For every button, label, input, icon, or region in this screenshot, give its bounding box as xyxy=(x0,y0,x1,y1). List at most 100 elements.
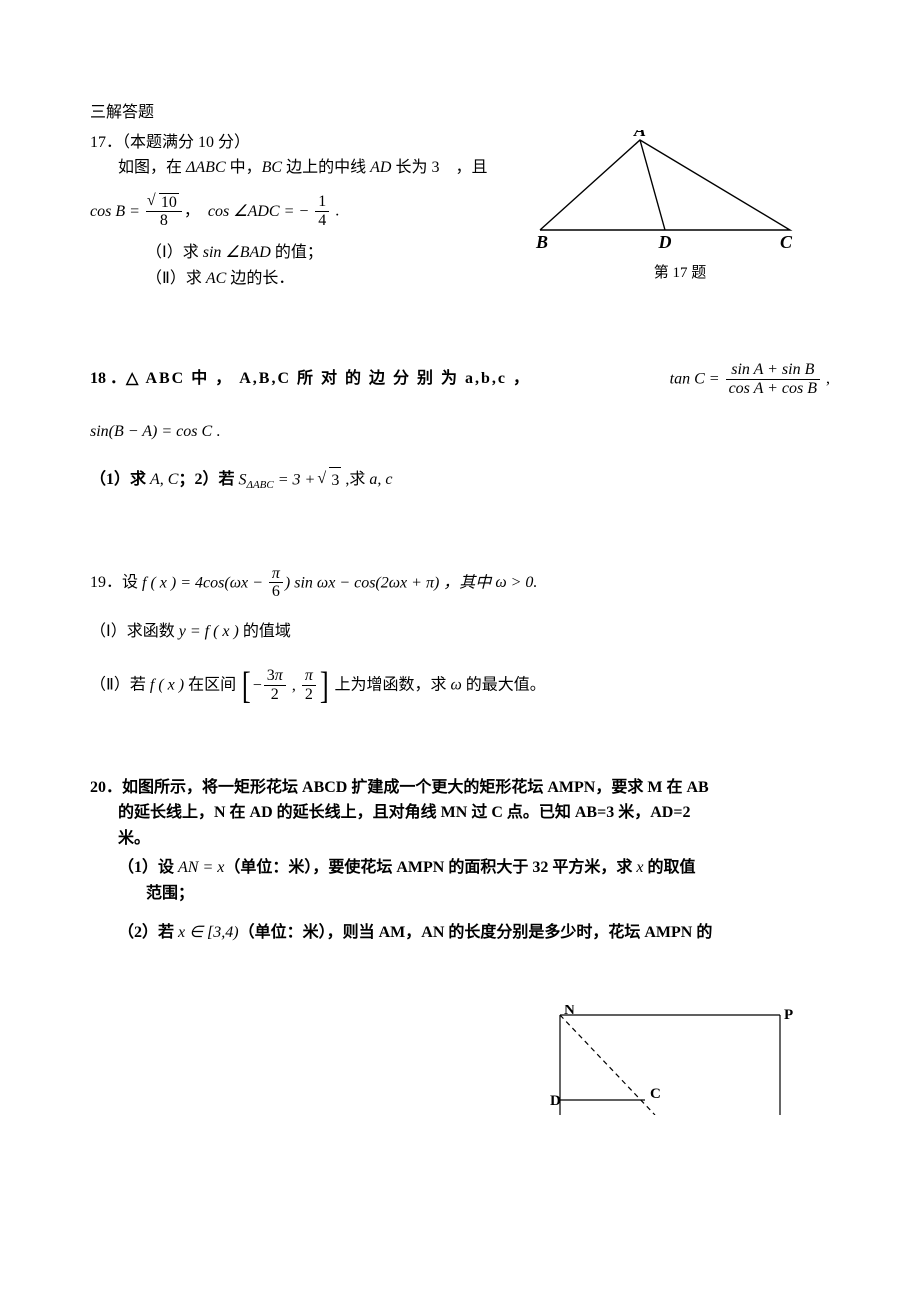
sin-bma: sin(B − A) = cos C xyxy=(90,423,212,440)
cosADC-num: 1 xyxy=(315,193,329,211)
vertex-b: B xyxy=(535,232,548,252)
tanC-den: cos A + cos B xyxy=(726,379,820,398)
rect-diagram: N P D C xyxy=(550,1005,800,1115)
p19-part2: （Ⅱ）若 f ( x ) 在区间 [−3π2 , π2] 上为增函数，求 ω 的… xyxy=(90,667,830,705)
problem-20: 20．如图所示，将一矩形花坛 ABCD 扩建成一个更大的矩形花坛 AMPN，要求… xyxy=(90,775,830,947)
int-hi: π2 xyxy=(302,667,316,703)
int-hi-num: π xyxy=(302,667,316,685)
p17-points-value: 10 xyxy=(198,134,214,151)
text: 长为 xyxy=(391,159,431,176)
f-mid: ) sin ωx − cos(2ωx + π) ，其中 xyxy=(285,574,495,591)
sin-bad: sin ∠BAD xyxy=(203,244,271,261)
tanC-frac: sin A + sin B cos A + cos B xyxy=(726,361,820,397)
cosB-num: 10 xyxy=(159,193,179,212)
cosADC-frac: 1 4 xyxy=(315,193,329,229)
text: （单位：米），要使花坛 AMPN 的面积大于 32 平方米，求 xyxy=(224,859,636,876)
text: 边上的中线 xyxy=(282,159,370,176)
p18-q1-label: （1）求 xyxy=(90,471,150,488)
text: 上为增函数，求 xyxy=(330,676,450,693)
text: ,求 xyxy=(341,471,369,488)
text: 设 xyxy=(122,573,142,590)
p18-questions: （1）求 A, C；2）若 SΔABC = 3 + 3 ,求 a, c xyxy=(90,467,830,495)
p19-stem: 19．设 f ( x ) = 4cos(ωx − π6) sin ωx − co… xyxy=(90,565,830,601)
p20-number: 20． xyxy=(90,779,122,796)
p17-stem-line1: 如图，在 ΔABC 中，BC 边上的中线 AD 长为 3 ，且 xyxy=(90,155,530,181)
x-in-interval: x ∈ [3,4) xyxy=(178,924,239,941)
int-low: 3π2 xyxy=(264,667,286,703)
p18-q1-sep: ；2）若 xyxy=(178,471,238,488)
p19-number: 19． xyxy=(90,573,122,590)
p20-q1-label: （1）设 xyxy=(118,859,178,876)
vertex-d2: D xyxy=(550,1093,561,1109)
ac-side: AC xyxy=(206,270,226,287)
section-title: 三解答题 xyxy=(90,100,830,126)
y-fx: y = f ( x ) xyxy=(179,623,239,640)
p17-part2: （Ⅱ）求 AC 边的长． xyxy=(90,266,530,292)
problem-18: 18 ．△ ABC 中 ， A,B,C 所 对 的 边 分 别 为 a,b,c … xyxy=(90,361,830,495)
s-eq: = 3 + xyxy=(274,471,320,488)
p17-part1-label: （Ⅰ）求 xyxy=(146,244,203,261)
omega-cond: ω > 0. xyxy=(495,573,537,590)
vertex-c: C xyxy=(780,232,793,252)
p20-q1-cont: 范围； xyxy=(90,881,830,907)
text: 如图，在 xyxy=(118,159,186,176)
period: . xyxy=(331,202,339,219)
text: 的值域 xyxy=(239,623,291,640)
text: 如图所示，将一矩形花坛 ABCD 扩建成一个更大的矩形花坛 AMPN，要求 M … xyxy=(122,779,709,796)
p18-number: 18 ． xyxy=(90,370,126,387)
triangle-diagram: A B D C xyxy=(530,130,810,255)
text: 在区间 xyxy=(184,676,240,693)
text: ，且 xyxy=(439,159,487,176)
f-lhs: f ( x ) = 4cos(ωx − xyxy=(142,574,267,591)
text: 的最大值。 xyxy=(462,676,546,693)
text: 的取值 xyxy=(643,859,695,876)
problem-17: 17．（本题满分 10 分） 如图，在 ΔABC 中，BC 边上的中线 AD 长… xyxy=(90,130,830,292)
rect-diagram-wrap: N P D C xyxy=(550,1005,800,1115)
p18-line2: sin(B − A) = cos C . xyxy=(90,419,830,445)
p17-equations: cos B = 10 8 ， cos ∠ADC = − 1 4 . xyxy=(90,193,530,230)
omega: ω xyxy=(451,676,462,693)
p17-header: 17．（本题满分 10 分） xyxy=(90,130,530,156)
comma: ， xyxy=(184,202,200,219)
vertex-n: N xyxy=(564,1005,575,1018)
tri-abc: ΔABC xyxy=(186,159,226,176)
p20-q1: （1）设 AN = x（单位：米），要使花坛 AMPN 的面积大于 32 平方米… xyxy=(90,855,830,881)
p17-part1: （Ⅰ）求 sin ∠BAD 的值； xyxy=(90,240,530,266)
vertex-a: A xyxy=(633,130,646,140)
vertex-p: P xyxy=(784,1007,793,1023)
p18-line1: △ ABC 中 ， A,B,C 所 对 的 边 分 别 为 a,b,c ， xyxy=(126,370,531,387)
vertex-d: D xyxy=(658,232,672,252)
text: 的值； xyxy=(271,244,323,261)
vertex-c2: C xyxy=(650,1086,661,1102)
int-low-den: 2 xyxy=(264,685,286,704)
ac-lowercase: a, c xyxy=(369,471,392,488)
ac-vars: A, C xyxy=(150,471,178,488)
text: （单位：米），则当 AM，AN 的长度分别是多少时，花坛 AMPN 的 xyxy=(239,924,713,941)
p20-line2: 的延长线上，N 在 AD 的延长线上，且对角线 MN 过 C 点。已知 AB=3… xyxy=(90,800,830,826)
cosADC-lhs: cos ∠ADC = − xyxy=(208,203,309,220)
cosB-frac: 10 8 xyxy=(146,193,182,230)
text: . xyxy=(212,423,220,440)
p19-part1-label: （Ⅰ）求函数 xyxy=(90,623,179,640)
tanC-lhs: tan C = xyxy=(670,370,720,387)
p20-q2: （2）若 x ∈ [3,4)（单位：米），则当 AM，AN 的长度分别是多少时，… xyxy=(90,920,830,946)
int-hi-den: 2 xyxy=(302,685,316,704)
text: 中， xyxy=(226,159,262,176)
s-sub: ΔABC xyxy=(246,479,273,491)
s-sqrt: 3 xyxy=(329,467,341,494)
ad-median: AD xyxy=(370,159,391,176)
cosB-lhs: cos B = xyxy=(90,203,140,220)
text: , xyxy=(822,370,830,387)
bc-side: BC xyxy=(262,159,282,176)
p20-q2-label: （2）若 xyxy=(118,924,178,941)
p19-part1: （Ⅰ）求函数 y = f ( x ) 的值域 xyxy=(90,619,830,645)
p20-line1: 20．如图所示，将一矩形花坛 ABCD 扩建成一个更大的矩形花坛 AMPN，要求… xyxy=(90,775,830,801)
cosB-den: 8 xyxy=(146,211,182,230)
p19-part2-label: （Ⅱ）若 xyxy=(90,676,150,693)
text: 边的长． xyxy=(226,270,294,287)
tanC-num: sin A + sin B xyxy=(726,361,820,379)
an-eq-x: AN = x xyxy=(178,859,224,876)
fx: f ( x ) xyxy=(150,676,184,693)
pi6-den: 6 xyxy=(269,582,283,601)
problem-19: 19．设 f ( x ) = 4cos(ωx − π 6) sin ωx − co… xyxy=(90,565,830,705)
